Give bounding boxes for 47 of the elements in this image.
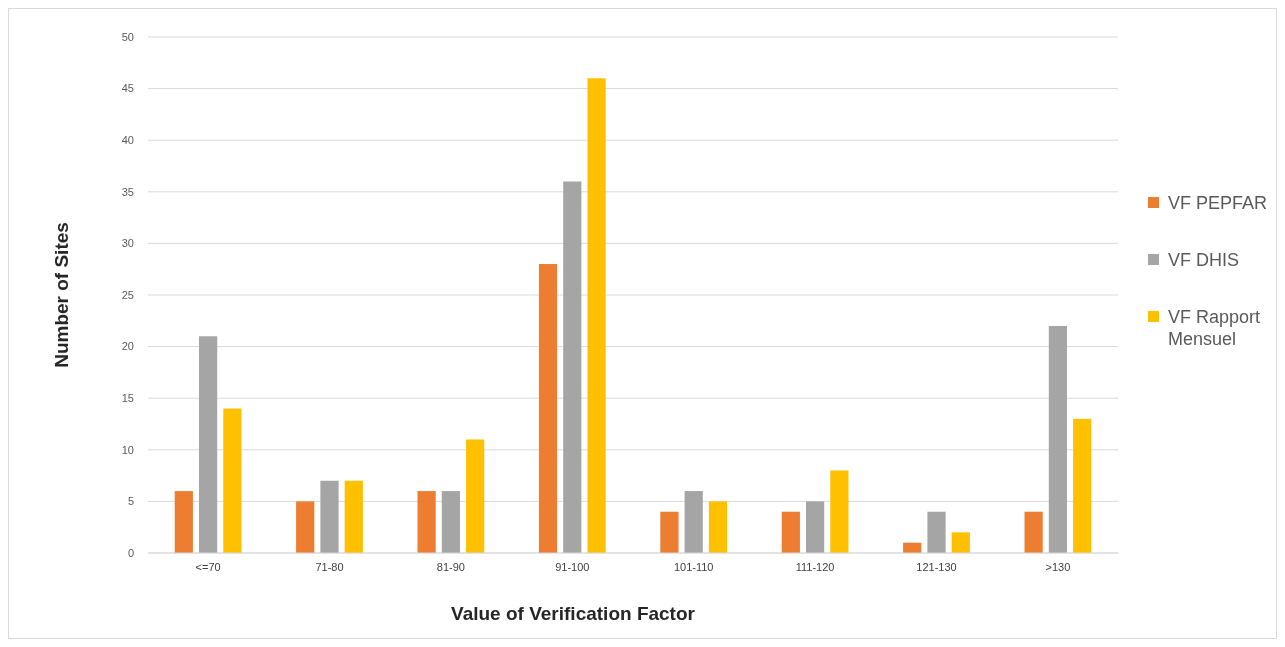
y-tick-label: 10	[121, 443, 134, 456]
bar	[538, 264, 558, 553]
bar	[174, 491, 193, 553]
bar	[806, 501, 825, 553]
bar	[587, 78, 606, 553]
x-tick-label: >130	[1045, 561, 1071, 573]
bar	[466, 439, 485, 553]
bar	[563, 181, 582, 553]
bar	[781, 511, 800, 553]
legend-label: VF DHIS	[1168, 250, 1240, 271]
x-tick-label: 101-110	[673, 561, 714, 573]
bar	[1073, 418, 1092, 553]
bar	[684, 491, 703, 553]
bar	[951, 532, 970, 553]
y-tick-label: 50	[121, 30, 134, 43]
y-tick-label: 45	[121, 82, 134, 95]
y-tick-label: 0	[127, 546, 134, 559]
y-tick-label: 30	[121, 237, 134, 250]
legend-label: VF Rapport Mensuel	[1168, 307, 1261, 349]
bar	[417, 491, 436, 553]
y-tick-label: 5	[127, 495, 134, 508]
x-tick-label: 111-120	[795, 561, 835, 573]
bar	[223, 408, 242, 553]
x-axis-title: Value of Verification Factor	[451, 603, 696, 624]
bar	[344, 480, 363, 553]
bar	[320, 480, 339, 553]
y-tick-label: 40	[121, 134, 134, 147]
x-tick-label: 121-130	[916, 561, 957, 573]
bar	[660, 511, 679, 553]
y-tick-label: 35	[121, 185, 134, 198]
bar	[830, 470, 849, 553]
y-tick-label: 25	[121, 288, 134, 301]
bar	[1048, 325, 1068, 553]
bar	[441, 491, 460, 553]
bar	[1024, 511, 1043, 553]
bar	[708, 501, 728, 553]
bar	[198, 336, 218, 553]
y-axis-title: Number of Sites	[51, 222, 72, 368]
bar	[296, 501, 315, 553]
x-tick-label: 81-90	[436, 561, 465, 573]
legend-label: VF PEPFAR	[1168, 193, 1268, 214]
x-tick-label: <=70	[195, 561, 221, 573]
bar	[927, 511, 946, 553]
x-tick-label: 71-80	[315, 561, 344, 573]
y-tick-label: 20	[121, 340, 134, 353]
y-tick-label: 15	[121, 392, 134, 405]
x-tick-label: 91-100	[555, 561, 590, 573]
